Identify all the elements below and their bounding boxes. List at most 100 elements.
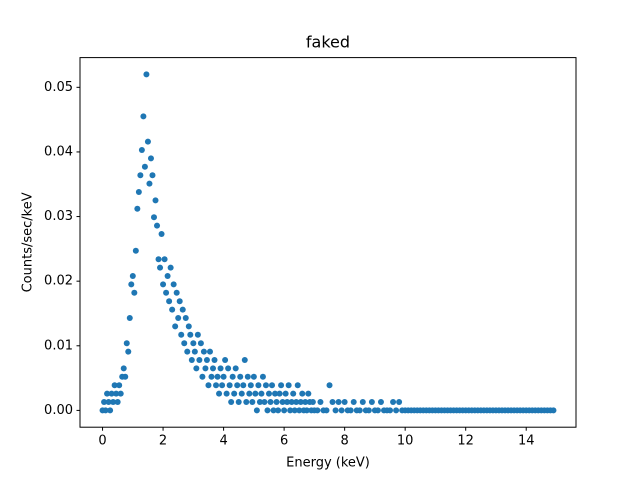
axes-frame [79, 57, 577, 428]
scatter-point [101, 399, 108, 405]
scatter-point [243, 399, 250, 405]
scatter-point [237, 373, 244, 380]
scatter-point [390, 399, 397, 405]
scatter-point [187, 331, 194, 338]
scatter-point [211, 357, 218, 363]
scatter-point [132, 247, 139, 254]
scatter-point [150, 214, 157, 221]
scatter-point [247, 382, 254, 389]
x-tick-label: 10 [397, 434, 414, 449]
scatter-point [170, 281, 177, 288]
scatter-point [232, 365, 239, 372]
scatter-point [137, 172, 144, 179]
scatter-point [317, 399, 324, 405]
scatter-point [107, 407, 114, 414]
scatter-point [374, 407, 381, 414]
scatter-point [172, 323, 179, 330]
scatter-point [163, 289, 170, 296]
scatter-point [314, 407, 321, 414]
scatter-point [226, 382, 233, 389]
y-tick-label: 0.01 [44, 338, 73, 353]
y-tick-label: 0.05 [44, 80, 73, 95]
scatter-point [288, 399, 295, 405]
x-tick-label: 8 [341, 434, 349, 449]
scatter-point [223, 390, 230, 397]
scatter-point [197, 340, 204, 347]
scatter-point [297, 399, 304, 405]
scatter-point [229, 373, 236, 380]
scatter-point [164, 273, 171, 279]
scatter-point [270, 407, 277, 414]
scatter-point [147, 155, 154, 162]
scatter-point [291, 407, 298, 414]
scatter-point [365, 407, 372, 414]
plot-area [99, 71, 557, 414]
scatter-point [259, 373, 266, 380]
scatter-point [323, 407, 330, 414]
scatter-point [181, 340, 188, 347]
scatter-point [238, 390, 245, 397]
x-tick-label: 12 [457, 434, 474, 449]
scatter-point [294, 382, 301, 389]
scatter-point [104, 390, 111, 397]
scatter-point [290, 390, 297, 397]
chart-title: faked [306, 33, 350, 52]
x-tick-label: 14 [518, 434, 535, 449]
scatter-point [217, 365, 224, 372]
scatter-point [220, 373, 227, 380]
scatter-point [143, 71, 150, 78]
scatter-point [193, 365, 200, 372]
scatter-point [213, 382, 220, 389]
scatter-point [305, 390, 312, 397]
scatter-point [122, 373, 129, 380]
scatter-point [225, 365, 232, 372]
scatter-point [176, 298, 183, 305]
scatter-point [188, 357, 195, 363]
scatter-point [293, 399, 300, 405]
scatter-point [252, 390, 259, 397]
scatter-point [338, 407, 345, 414]
scatter-point [141, 163, 148, 170]
scatter-point [282, 390, 289, 397]
scatter-point [126, 315, 133, 321]
scatter-point [116, 382, 123, 389]
scatter-point [167, 264, 174, 271]
scatter-point [160, 281, 167, 288]
scatter-point [299, 390, 306, 397]
scatter-point [347, 407, 354, 414]
y-axis-label: Counts/sec/keV [21, 192, 36, 292]
scatter-point [228, 399, 235, 405]
scatter-point [110, 399, 117, 405]
scatter-point [190, 340, 197, 347]
scatter-point [214, 373, 221, 380]
scatter-point [377, 399, 384, 405]
scatter-point [200, 348, 207, 355]
scatter-point [152, 197, 159, 204]
scatter-point [120, 365, 127, 372]
scatter-point [275, 407, 282, 414]
x-tick-label: 4 [219, 434, 227, 449]
scatter-point [231, 390, 238, 397]
scatter-point [123, 340, 130, 347]
scatter-point [356, 407, 363, 414]
scatter-point [166, 298, 173, 305]
scatter-point [178, 331, 185, 338]
scatter-point [169, 306, 176, 313]
y-tick-label: 0.00 [44, 403, 73, 418]
scatter-point [222, 357, 229, 363]
scatter-point [241, 357, 248, 363]
scatter-point [264, 407, 271, 414]
scatter-point [240, 382, 247, 389]
scatter-point [368, 399, 375, 405]
scatter-point [203, 357, 210, 363]
scatter-point [329, 399, 336, 405]
scatter-point [244, 373, 251, 380]
scatter-point [279, 399, 286, 405]
scatter-point [129, 273, 136, 279]
scatter-point [144, 138, 151, 145]
scatter-point [216, 390, 223, 397]
scatter-point [550, 407, 557, 414]
scatter-point [158, 231, 165, 237]
scatter-point [387, 407, 394, 414]
